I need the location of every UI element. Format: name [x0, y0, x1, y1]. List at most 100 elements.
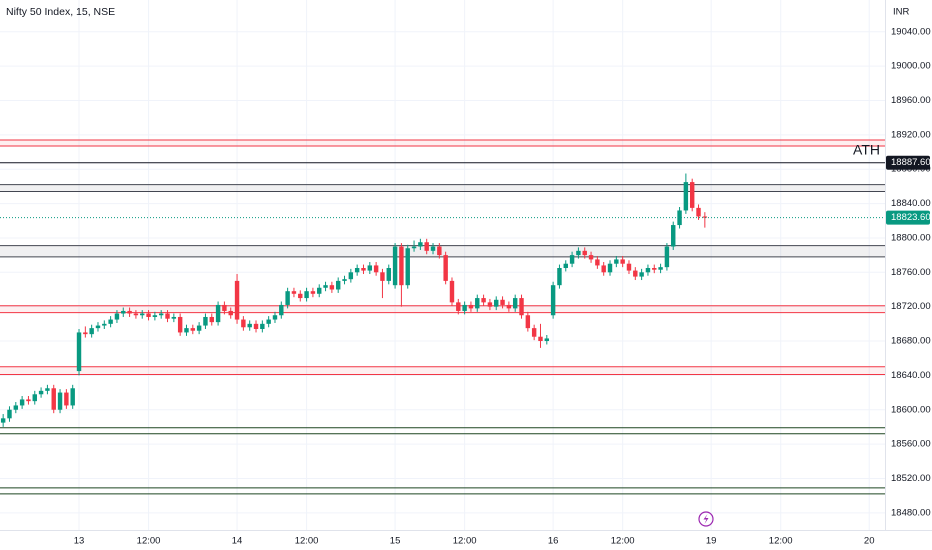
y-tick-label: 18800.00: [891, 232, 931, 243]
candle-body: [285, 291, 290, 305]
candle-body: [266, 319, 271, 324]
candle-body: [114, 313, 120, 320]
candle-body: [576, 250, 581, 256]
candle-body: [121, 310, 126, 314]
candle-body: [83, 332, 88, 335]
candle-body: [531, 328, 537, 337]
candle-body: [108, 319, 113, 324]
candle-body: [424, 242, 429, 251]
candle-body: [481, 298, 486, 303]
x-tick-label: 12:00: [295, 536, 319, 547]
candle-body: [664, 246, 670, 268]
candle-body: [550, 285, 556, 316]
chart-title: Nifty 50 Index, 15, NSE: [6, 6, 115, 18]
currency-label: INR: [893, 7, 910, 18]
icon-bolt[interactable]: [703, 514, 709, 524]
level-zone: [0, 245, 885, 257]
candle-body: [310, 291, 316, 294]
candle-body: [234, 280, 240, 320]
candle-body: [89, 328, 94, 335]
y-tick-label: 18840.00: [891, 198, 931, 209]
candle-body: [140, 313, 145, 316]
y-tick-label: 19040.00: [891, 26, 931, 37]
candle-body: [329, 285, 335, 290]
candle-body: [165, 313, 170, 319]
candle-body: [146, 313, 151, 317]
y-tick-label: 18920.00: [891, 129, 931, 140]
candle-body: [380, 272, 385, 281]
candle-body: [475, 298, 480, 309]
candle-body: [519, 298, 524, 316]
candle-body: [291, 291, 297, 294]
candle-body: [152, 315, 158, 317]
candle-body: [215, 304, 221, 323]
x-tick-label: 16: [548, 536, 559, 547]
candle-body: [171, 316, 177, 319]
candle-body: [184, 328, 189, 333]
level-zone: [0, 140, 885, 147]
candle-body: [70, 388, 75, 406]
level-zone: [0, 305, 885, 313]
icon-circle[interactable]: [698, 511, 714, 527]
candle-body: [494, 299, 499, 307]
candle-body: [76, 332, 82, 372]
y-tick-label: 18600.00: [891, 404, 931, 415]
candle-body: [563, 263, 568, 269]
candle-body: [209, 316, 214, 323]
candle-body: [512, 298, 518, 309]
candle-body: [158, 313, 164, 316]
x-tick-label: 12:00: [769, 536, 793, 547]
candle-body: [601, 265, 606, 273]
overlay: ATH: [0, 141, 885, 219]
annotation-tag: [886, 155, 930, 170]
annotation-text: ATH: [853, 141, 880, 157]
candle-body: [32, 394, 37, 402]
candle-body: [298, 293, 303, 299]
candle-body: [658, 267, 663, 270]
candle-body: [203, 316, 208, 326]
candle-body: [45, 388, 50, 391]
candle-body: [247, 323, 252, 328]
y-tick-label: 18720.00: [891, 301, 931, 312]
last-price-tag: [886, 210, 930, 225]
candle-body: [614, 259, 619, 264]
candle-body: [557, 268, 562, 286]
levels: [0, 139, 885, 495]
y-tick-label: 18640.00: [891, 370, 931, 381]
level-zone: [0, 184, 885, 192]
candle-body: [411, 246, 417, 249]
candle-body: [437, 246, 442, 256]
annotation-value-label: 18887.60: [891, 157, 931, 168]
y-tick-label: 18520.00: [891, 473, 931, 484]
candle-body: [272, 315, 278, 320]
candle-body: [588, 255, 594, 260]
x-tick-label: 15: [390, 536, 401, 547]
candle-body: [0, 418, 6, 423]
candle-body: [13, 405, 19, 410]
x-tick-label: 12:00: [453, 536, 477, 547]
candle-body: [373, 265, 379, 273]
candle-body: [19, 399, 25, 406]
candle-body: [386, 268, 391, 281]
candle-body: [500, 299, 505, 305]
candle-body: [683, 182, 689, 211]
candle-body: [525, 315, 531, 329]
candle-body: [633, 270, 638, 277]
candle-body: [51, 388, 56, 410]
candle-body: [620, 259, 625, 264]
candle-body: [279, 304, 284, 316]
x-tick-label: 19: [706, 536, 717, 547]
candle-body: [607, 263, 613, 273]
lightning-icon[interactable]: [698, 511, 714, 527]
candle-body: [418, 242, 423, 247]
candle-body: [95, 325, 101, 329]
candle-body: [582, 250, 587, 256]
candle-body: [399, 246, 404, 286]
candle-body: [190, 328, 196, 331]
y-tick-label: 18760.00: [891, 267, 931, 278]
candle-body: [468, 304, 474, 309]
candle-body: [392, 246, 398, 286]
candle-body: [323, 285, 328, 288]
candle-body: [57, 392, 63, 410]
